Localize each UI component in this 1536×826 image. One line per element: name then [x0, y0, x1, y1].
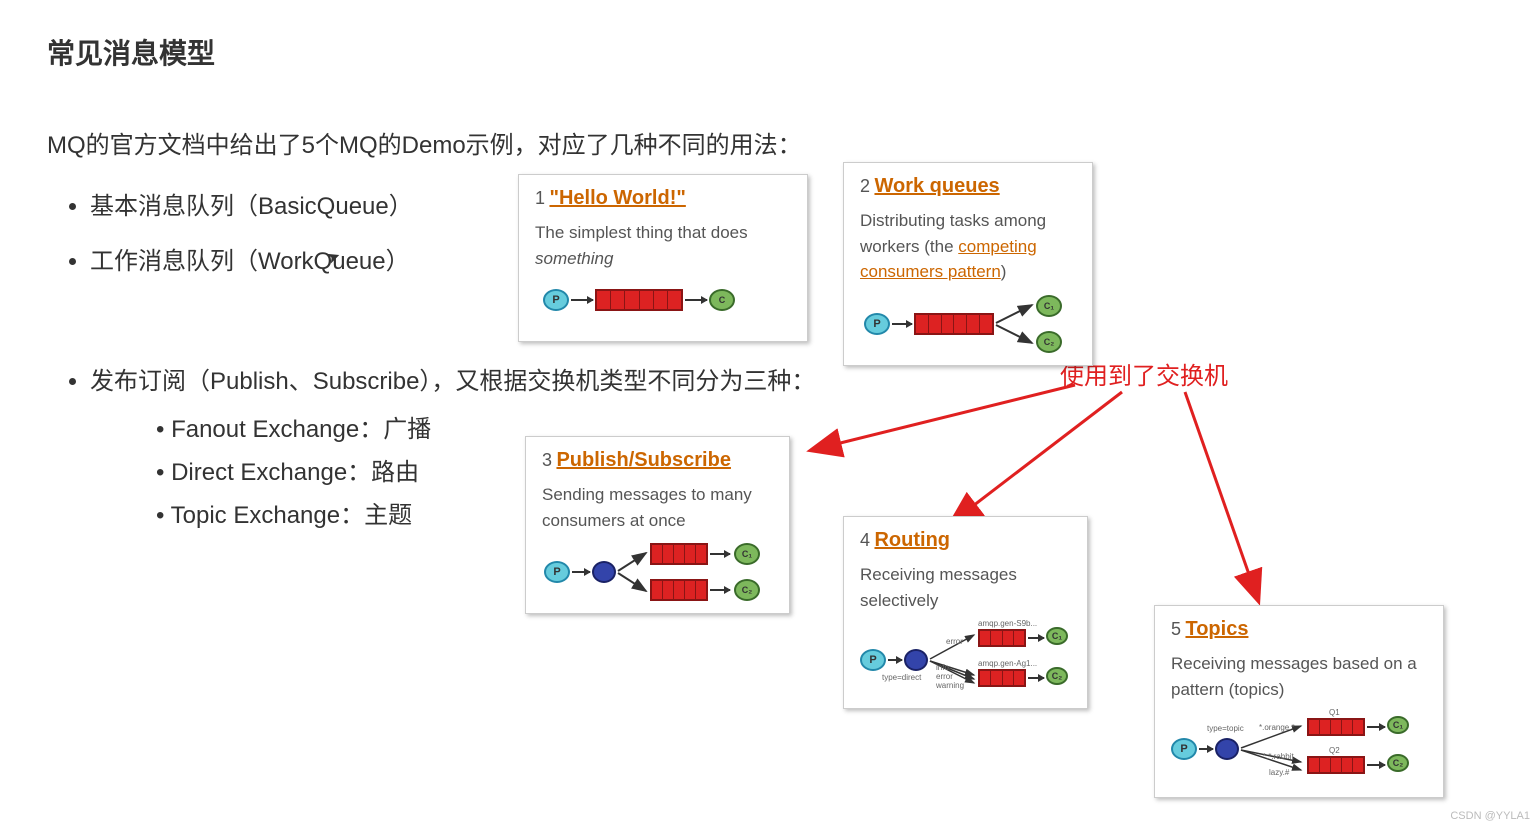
card-1-desc: The simplest thing that does something [535, 220, 791, 271]
card-1-diagram: P C [535, 281, 791, 331]
card-3-num: 3 [542, 450, 552, 470]
page-title: 常见消息模型 [47, 32, 215, 72]
card-3-diagram: P C₁ C₂ [542, 543, 773, 603]
card-4-diagram: P type=direct error info error warning a… [860, 623, 1071, 698]
bullet-pubsub: 发布订阅（Publish、Subscribe），又根据交换机类型不同分为三种： [90, 361, 815, 396]
card-2-num: 2 [860, 176, 870, 196]
card-5-diagram: P type=topic *.orange.* *.*.rabbit lazy.… [1171, 712, 1427, 787]
bullet-group-1: 基本消息队列（BasicQueue） 工作消息队列（WorkQueue） [90, 186, 413, 296]
card-5-title[interactable]: Topics [1185, 618, 1248, 640]
card-4-desc: Receiving messages selectively [860, 562, 1071, 613]
sub-topic: Topic Exchange：主题 [156, 495, 431, 530]
card-2-title[interactable]: Work queues [874, 175, 999, 197]
card-1-num: 1 [535, 188, 545, 208]
sub-direct: Direct Exchange：路由 [156, 452, 431, 487]
sub-bullet-group: Fanout Exchange：广播 Direct Exchange：路由 To… [156, 409, 431, 538]
card-4-title[interactable]: Routing [874, 529, 950, 551]
card-3-title[interactable]: Publish/Subscribe [556, 449, 730, 471]
card-1-title[interactable]: "Hello World!" [549, 187, 685, 209]
watermark: CSDN @YYLA1 [1450, 810, 1530, 822]
bullet-group-2: 发布订阅（Publish、Subscribe），又根据交换机类型不同分为三种： [90, 361, 815, 416]
bullet-work-queue: 工作消息队列（WorkQueue） [90, 241, 413, 276]
card-routing: 4 Routing Receiving messages selectively… [843, 516, 1088, 709]
card-5-desc: Receiving messages based on a pattern (t… [1171, 651, 1427, 702]
bullet-basic-queue: 基本消息队列（BasicQueue） [90, 186, 413, 221]
sub-fanout: Fanout Exchange：广播 [156, 409, 431, 444]
card-2-desc: Distributing tasks among workers (the co… [860, 208, 1076, 285]
card-hello-world: 1 "Hello World!" The simplest thing that… [518, 174, 808, 342]
card-2-diagram: P C₁ C₂ [860, 295, 1076, 355]
card-work-queues: 2 Work queues Distributing tasks among w… [843, 162, 1093, 366]
card-3-desc: Sending messages to many consumers at on… [542, 482, 773, 533]
card-pubsub: 3 Publish/Subscribe Sending messages to … [525, 436, 790, 614]
card-5-num: 5 [1171, 619, 1181, 639]
intro-text: MQ的官方文档中给出了5个MQ的Demo示例，对应了几种不同的用法： [47, 125, 802, 160]
card-topics: 5 Topics Receiving messages based on a p… [1154, 605, 1444, 798]
card-4-num: 4 [860, 530, 870, 550]
